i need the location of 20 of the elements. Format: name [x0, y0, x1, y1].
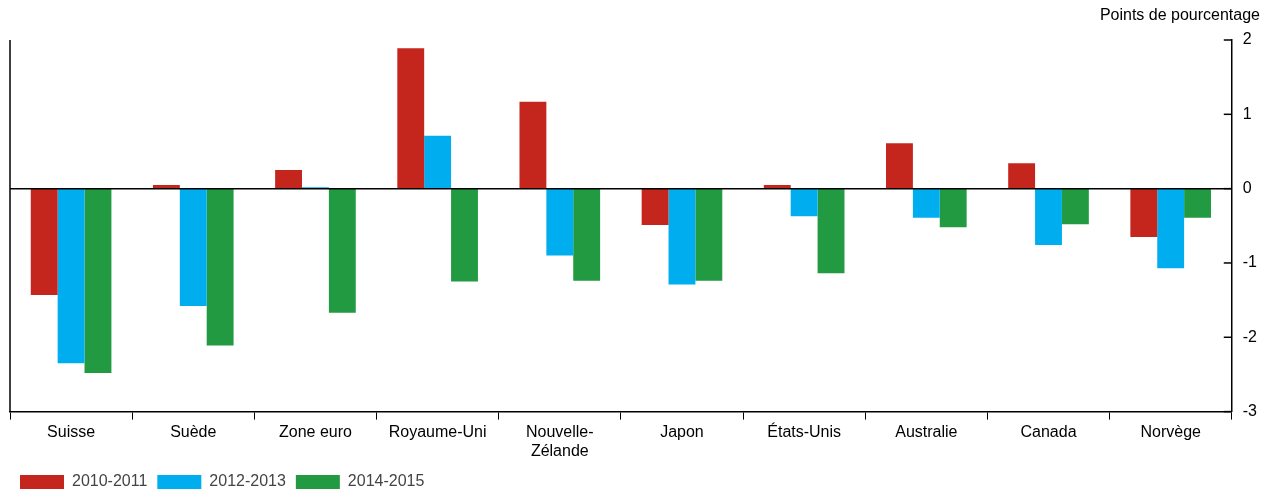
- y-tick-label: -2: [1242, 327, 1258, 345]
- y-tick-label: 2: [1242, 30, 1252, 48]
- x-tick-label: Nouvelle-Zélande: [526, 422, 594, 459]
- y-tick-label: 0: [1242, 179, 1252, 197]
- y-tick-label: 1: [1242, 104, 1252, 122]
- x-tick-label: Japon: [660, 422, 704, 440]
- legend-label: 2014-2015: [347, 472, 425, 490]
- x-tick-label: Norvège: [1140, 422, 1202, 440]
- x-tick-label: États-Unis: [767, 421, 842, 440]
- x-tick-label: Zone euro: [278, 422, 353, 440]
- x-tick-label: Royaume-Uni: [388, 422, 487, 440]
- x-tick-label: Suisse: [47, 422, 96, 440]
- y-tick-label: -1: [1242, 253, 1258, 271]
- legend-label: 2010-2011: [72, 472, 148, 490]
- y-axis-title: Points de pourcentage: [1099, 6, 1261, 24]
- y-tick-label: -3: [1242, 402, 1258, 420]
- x-tick-label: Suède: [170, 422, 217, 440]
- x-tick-label: Canada: [1020, 422, 1077, 440]
- x-tick-label: Australie: [895, 422, 958, 440]
- legend-label: 2012-2013: [209, 472, 286, 490]
